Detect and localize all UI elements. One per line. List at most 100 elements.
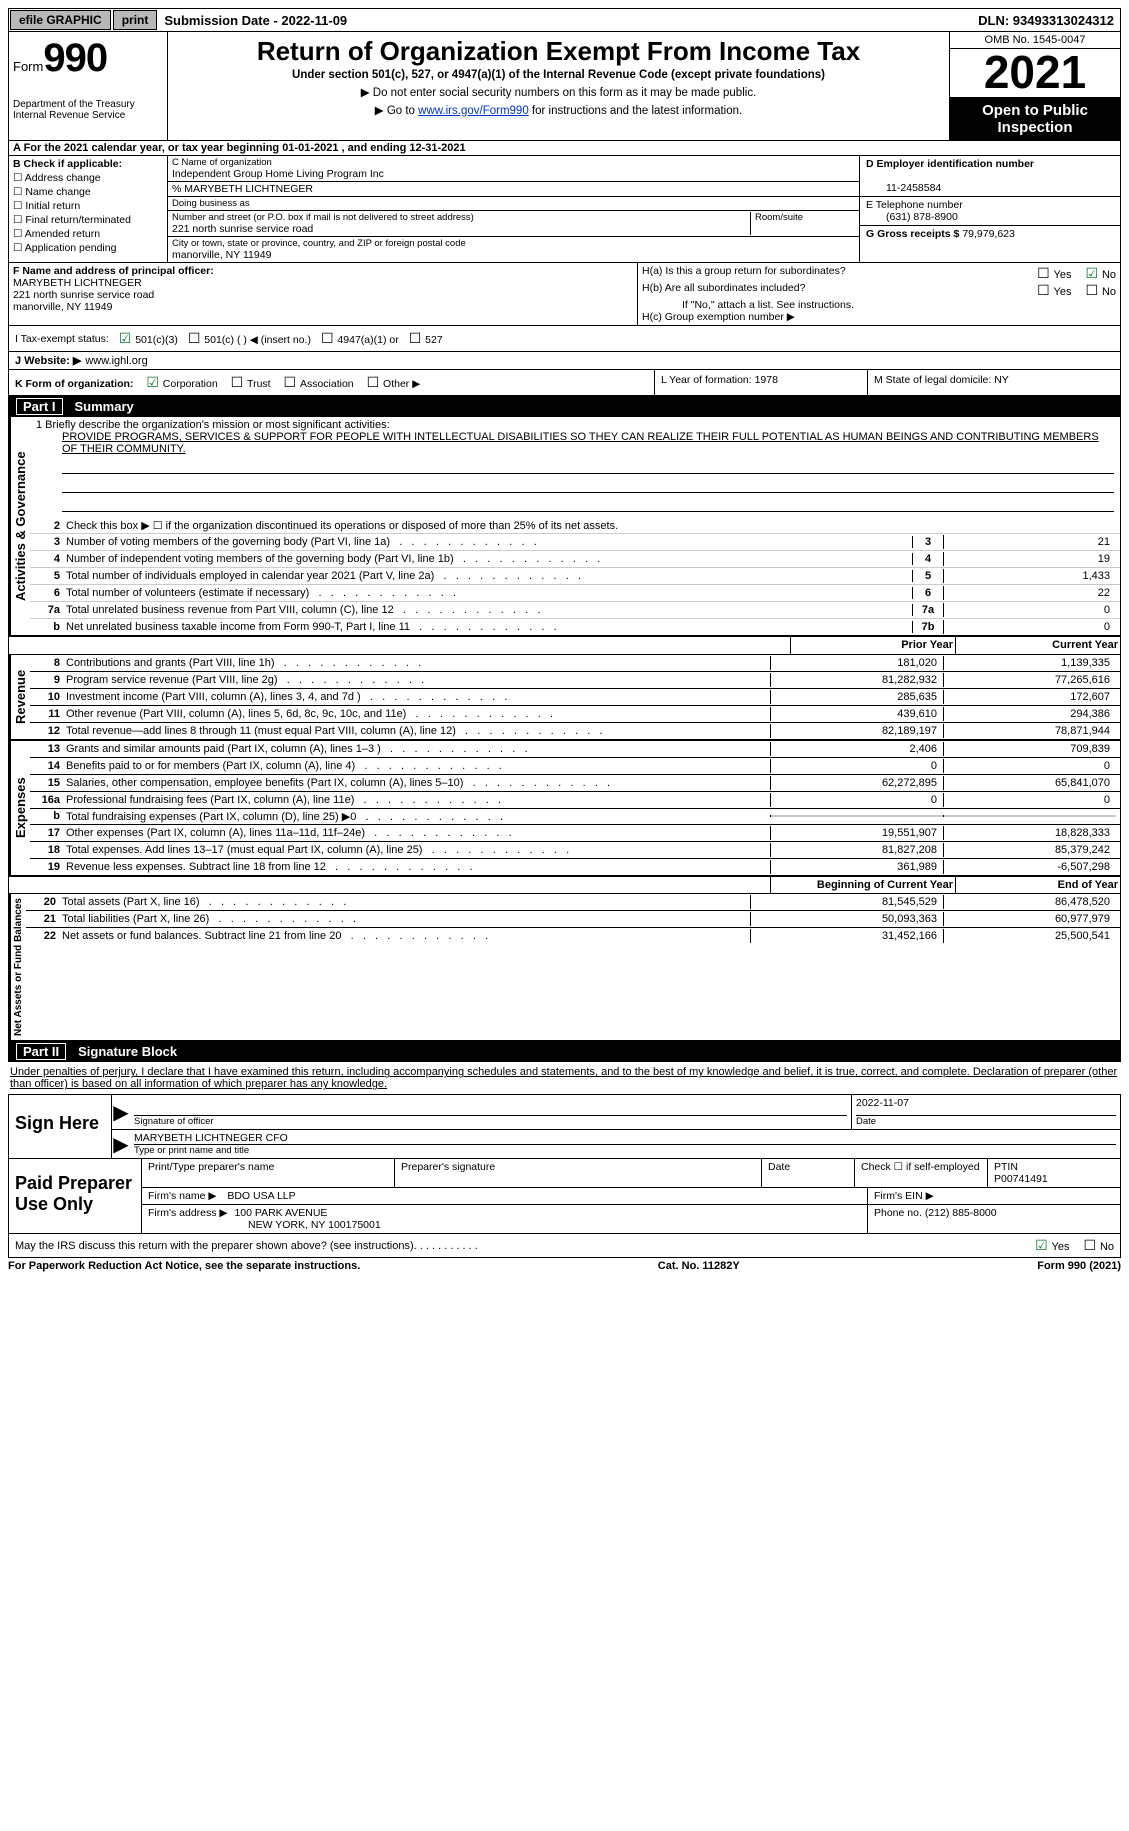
officer-name: MARYBETH LICHTNEGER <box>13 277 142 289</box>
gov-line-b: Net unrelated business taxable income fr… <box>66 621 912 633</box>
may-irs-yes[interactable]: Yes <box>1035 1237 1069 1254</box>
cb-name-change[interactable]: Name change <box>13 186 163 198</box>
line-18: Total expenses. Add lines 13–17 (must eq… <box>66 844 770 856</box>
prior-20: 81,545,529 <box>750 895 943 909</box>
cb-address-change[interactable]: Address change <box>13 172 163 184</box>
prior-12: 82,189,197 <box>770 724 943 738</box>
cat-no: Cat. No. 11282Y <box>658 1260 740 1272</box>
hb-no[interactable]: No <box>1085 282 1116 299</box>
officer-name-title: MARYBETH LICHTNEGER CFO <box>134 1132 1116 1145</box>
cb-527[interactable]: 527 <box>409 330 443 347</box>
line-9: Program service revenue (Part VIII, line… <box>66 674 770 686</box>
vlabel-revenue: Revenue <box>9 655 30 739</box>
check-self-employed[interactable]: Check ☐ if self-employed <box>855 1159 988 1187</box>
top-bar: efile GRAPHIC print Submission Date - 20… <box>8 8 1121 32</box>
form-note2: ▶ Go to www.irs.gov/Form990 for instruct… <box>178 103 939 117</box>
cb-final-return[interactable]: Final return/terminated <box>13 214 163 226</box>
ein: 11-2458584 <box>866 182 941 194</box>
tax-status-row: I Tax-exempt status: 501(c)(3) 501(c) ( … <box>8 326 1121 352</box>
firm-addr1: 100 PARK AVENUE <box>234 1207 327 1219</box>
dln: DLN: 93493313024312 <box>972 13 1120 28</box>
hb-yes[interactable]: Yes <box>1037 282 1071 299</box>
ha-no[interactable]: No <box>1085 265 1116 282</box>
curr-b <box>943 815 1116 817</box>
may-irs-no[interactable]: No <box>1083 1237 1114 1254</box>
cb-501c3[interactable]: 501(c)(3) <box>119 330 178 347</box>
part1-header: Part ISummary <box>8 396 1121 417</box>
org-name: Independent Group Home Living Program In… <box>172 168 855 180</box>
gross-receipts: 79,979,623 <box>962 228 1015 240</box>
vlabel-governance: Activities & Governance <box>9 417 30 635</box>
ptin: P00741491 <box>994 1173 1048 1185</box>
cb-trust[interactable]: Trust <box>231 374 271 391</box>
cb-application-pending[interactable]: Application pending <box>13 242 163 254</box>
curr-15: 65,841,070 <box>943 776 1116 790</box>
line-21: Total liabilities (Part X, line 26) <box>62 913 750 925</box>
curr-13: 709,839 <box>943 742 1116 756</box>
current-year-hdr: Current Year <box>955 637 1120 654</box>
cb-4947[interactable]: 4947(a)(1) or <box>321 330 399 347</box>
paid-preparer-block: Paid Preparer Use Only Print/Type prepar… <box>8 1159 1121 1234</box>
prior-10: 285,635 <box>770 690 943 704</box>
identity-grid: B Check if applicable: Address change Na… <box>8 156 1121 263</box>
prior-14: 0 <box>770 759 943 773</box>
line-17: Other expenses (Part IX, column (A), lin… <box>66 827 770 839</box>
end-year-hdr: End of Year <box>955 877 1120 894</box>
may-irs-row: May the IRS discuss this return with the… <box>8 1234 1121 1258</box>
cb-amended[interactable]: Amended return <box>13 228 163 240</box>
form-number: 990 <box>43 36 107 80</box>
prior-16a: 0 <box>770 793 943 807</box>
curr-22: 25,500,541 <box>943 929 1116 943</box>
sig-officer-label: Signature of officer <box>134 1116 847 1127</box>
prior-8: 181,020 <box>770 656 943 670</box>
curr-21: 60,977,979 <box>943 912 1116 926</box>
prior-9: 81,282,932 <box>770 673 943 687</box>
sign-block: Sign Here ▶ Signature of officer 2022-11… <box>8 1094 1121 1159</box>
line-11: Other revenue (Part VIII, column (A), li… <box>66 708 770 720</box>
cb-assoc[interactable]: Association <box>284 374 354 391</box>
open-inspection: Open to Public Inspection <box>950 98 1120 140</box>
efile-label: efile GRAPHIC <box>10 10 111 30</box>
officer-addr1: 221 north sunrise service road <box>13 289 154 301</box>
line-22: Net assets or fund balances. Subtract li… <box>62 930 750 942</box>
form-header: Form990 Department of the Treasury Inter… <box>8 32 1121 141</box>
irs-link[interactable]: www.irs.gov/Form990 <box>418 105 529 117</box>
prior-18: 81,827,208 <box>770 843 943 857</box>
form-subtitle: Under section 501(c), 527, or 4947(a)(1)… <box>178 69 939 81</box>
part1-body: Activities & Governance 1 Briefly descri… <box>8 417 1121 1041</box>
cb-corp[interactable]: Corporation <box>146 374 217 391</box>
vlabel-net-assets: Net Assets or Fund Balances <box>9 894 26 1040</box>
gov-line-7a: Total unrelated business revenue from Pa… <box>66 604 912 616</box>
line-13: Grants and similar amounts paid (Part IX… <box>66 743 770 755</box>
officer-addr2: manorville, NY 11949 <box>13 301 112 313</box>
line-20: Total assets (Part X, line 16) <box>62 896 750 908</box>
form-ref: Form 990 (2021) <box>1037 1260 1121 1272</box>
gov-val-4: 19 <box>943 552 1116 566</box>
prior-21: 50,093,363 <box>750 912 943 926</box>
cb-501c[interactable]: 501(c) ( ) ◀ (insert no.) <box>188 330 311 347</box>
submission-date: Submission Date - 2022-11-09 <box>158 13 353 28</box>
page-footer: For Paperwork Reduction Act Notice, see … <box>8 1258 1121 1274</box>
firm-ein: Firm's EIN ▶ <box>868 1188 1120 1204</box>
ha-yes[interactable]: Yes <box>1037 265 1071 282</box>
tax-year: 2021 <box>950 49 1120 98</box>
cb-other[interactable]: Other ▶ <box>367 374 421 391</box>
gov-line-6: Total number of volunteers (estimate if … <box>66 587 912 599</box>
print-button[interactable]: print <box>113 10 158 30</box>
prior-b <box>770 815 943 817</box>
gov-line-3: Number of voting members of the governin… <box>66 536 912 548</box>
beginning-year-hdr: Beginning of Current Year <box>770 877 955 894</box>
curr-14: 0 <box>943 759 1116 773</box>
q2-text: Check this box ▶ ☐ if the organization d… <box>66 519 1116 532</box>
firm-phone: (212) 885-8000 <box>925 1207 997 1219</box>
line-10: Investment income (Part VIII, column (A)… <box>66 691 770 703</box>
cb-initial-return[interactable]: Initial return <box>13 200 163 212</box>
gov-line-4: Number of independent voting members of … <box>66 553 912 565</box>
state-domicile: M State of legal domicile: NY <box>868 370 1120 395</box>
mission-text: PROVIDE PROGRAMS, SERVICES & SUPPORT FOR… <box>62 431 1114 455</box>
line-19: Revenue less expenses. Subtract line 18 … <box>66 861 770 873</box>
header-mid: Return of Organization Exempt From Incom… <box>168 32 949 140</box>
row-a-period: A For the 2021 calendar year, or tax yea… <box>8 141 1121 156</box>
care-of: % MARYBETH LICHTNEGER <box>172 183 313 195</box>
curr-19: -6,507,298 <box>943 860 1116 874</box>
